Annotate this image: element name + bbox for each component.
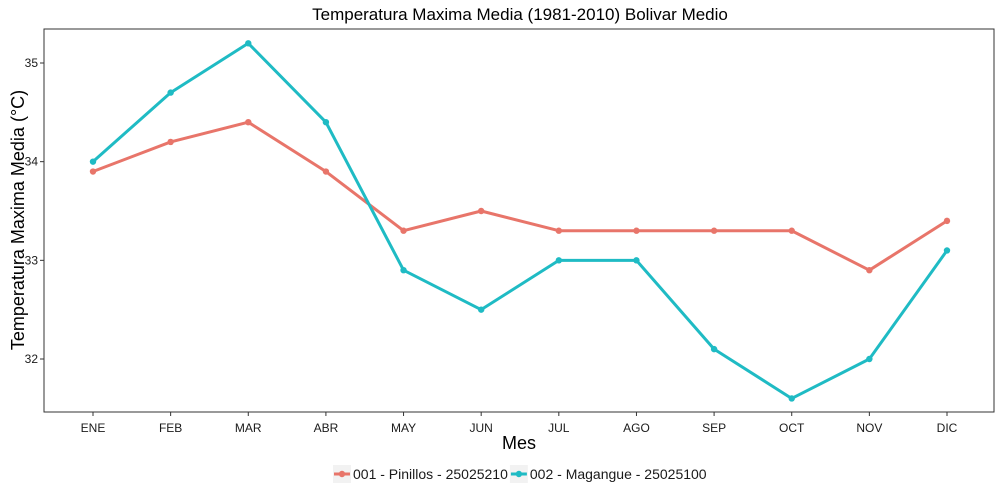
series-layer (89, 40, 951, 402)
data-point (866, 267, 873, 274)
plot-frame (43, 28, 995, 413)
data-point (477, 207, 485, 215)
x-tick-label: NOV (856, 421, 882, 435)
data-point (400, 227, 407, 234)
y-axis: 32 33 34 35 (25, 56, 44, 366)
data-point (322, 119, 330, 126)
data-point (943, 217, 951, 225)
y-tick-label: 34 (25, 155, 39, 169)
data-point (400, 267, 407, 274)
data-point (633, 227, 640, 234)
x-tick-label: SEP (702, 421, 726, 435)
data-point (89, 158, 97, 165)
x-tick-label: JUL (548, 421, 570, 435)
series-line (92, 41, 949, 400)
data-point (167, 138, 174, 146)
x-axis: ENE FEB MAR ABR MAY JUN JUL AGO SEP OCT NOV DIC (81, 412, 958, 435)
data-point (943, 247, 951, 254)
data-point (245, 119, 252, 126)
x-tick-label: AGO (623, 421, 650, 435)
y-tick-label: 33 (25, 253, 39, 267)
data-point (633, 257, 640, 264)
legend-item: 001 - Pinillos - 25025210 (333, 465, 508, 483)
series-1 (89, 119, 951, 274)
x-tick-label: MAR (235, 421, 262, 435)
legend-key-point (515, 470, 523, 478)
x-tick-label: OCT (779, 421, 805, 435)
legend-label: 001 - Pinillos - 25025210 (353, 466, 508, 482)
legend-key-point (338, 470, 346, 478)
legend-item: 002 - Magangue - 25025100 (509, 465, 707, 483)
chart-title: Temperatura Maxima Media (1981-2010) Bol… (312, 5, 728, 24)
data-point (788, 227, 795, 234)
x-tick-label: DIC (937, 421, 958, 435)
data-point (710, 345, 718, 353)
legend: 001 - Pinillos - 25025210 002 - Magangue … (333, 465, 707, 483)
data-point (245, 40, 252, 47)
data-point (788, 395, 795, 402)
data-point (89, 168, 97, 175)
series-2 (89, 40, 951, 402)
x-tick-label: FEB (159, 421, 182, 435)
legend-label: 002 - Magangue - 25025100 (530, 466, 707, 482)
data-point (555, 227, 563, 234)
x-axis-title: Mes (502, 433, 536, 453)
x-tick-label: MAY (391, 421, 416, 435)
y-tick-label: 32 (25, 352, 39, 366)
y-axis-title: Temperatura Maxima Media (°C) (8, 90, 28, 350)
data-point (477, 306, 485, 313)
data-point (710, 227, 718, 234)
data-point (322, 168, 330, 175)
data-point (866, 355, 873, 363)
data-point (555, 257, 563, 264)
y-tick-label: 35 (25, 56, 39, 70)
x-tick-label: ENE (81, 421, 106, 435)
x-tick-label: ABR (314, 421, 339, 435)
series-line (92, 120, 948, 272)
data-point (167, 89, 174, 96)
x-tick-label: JUN (470, 421, 493, 435)
